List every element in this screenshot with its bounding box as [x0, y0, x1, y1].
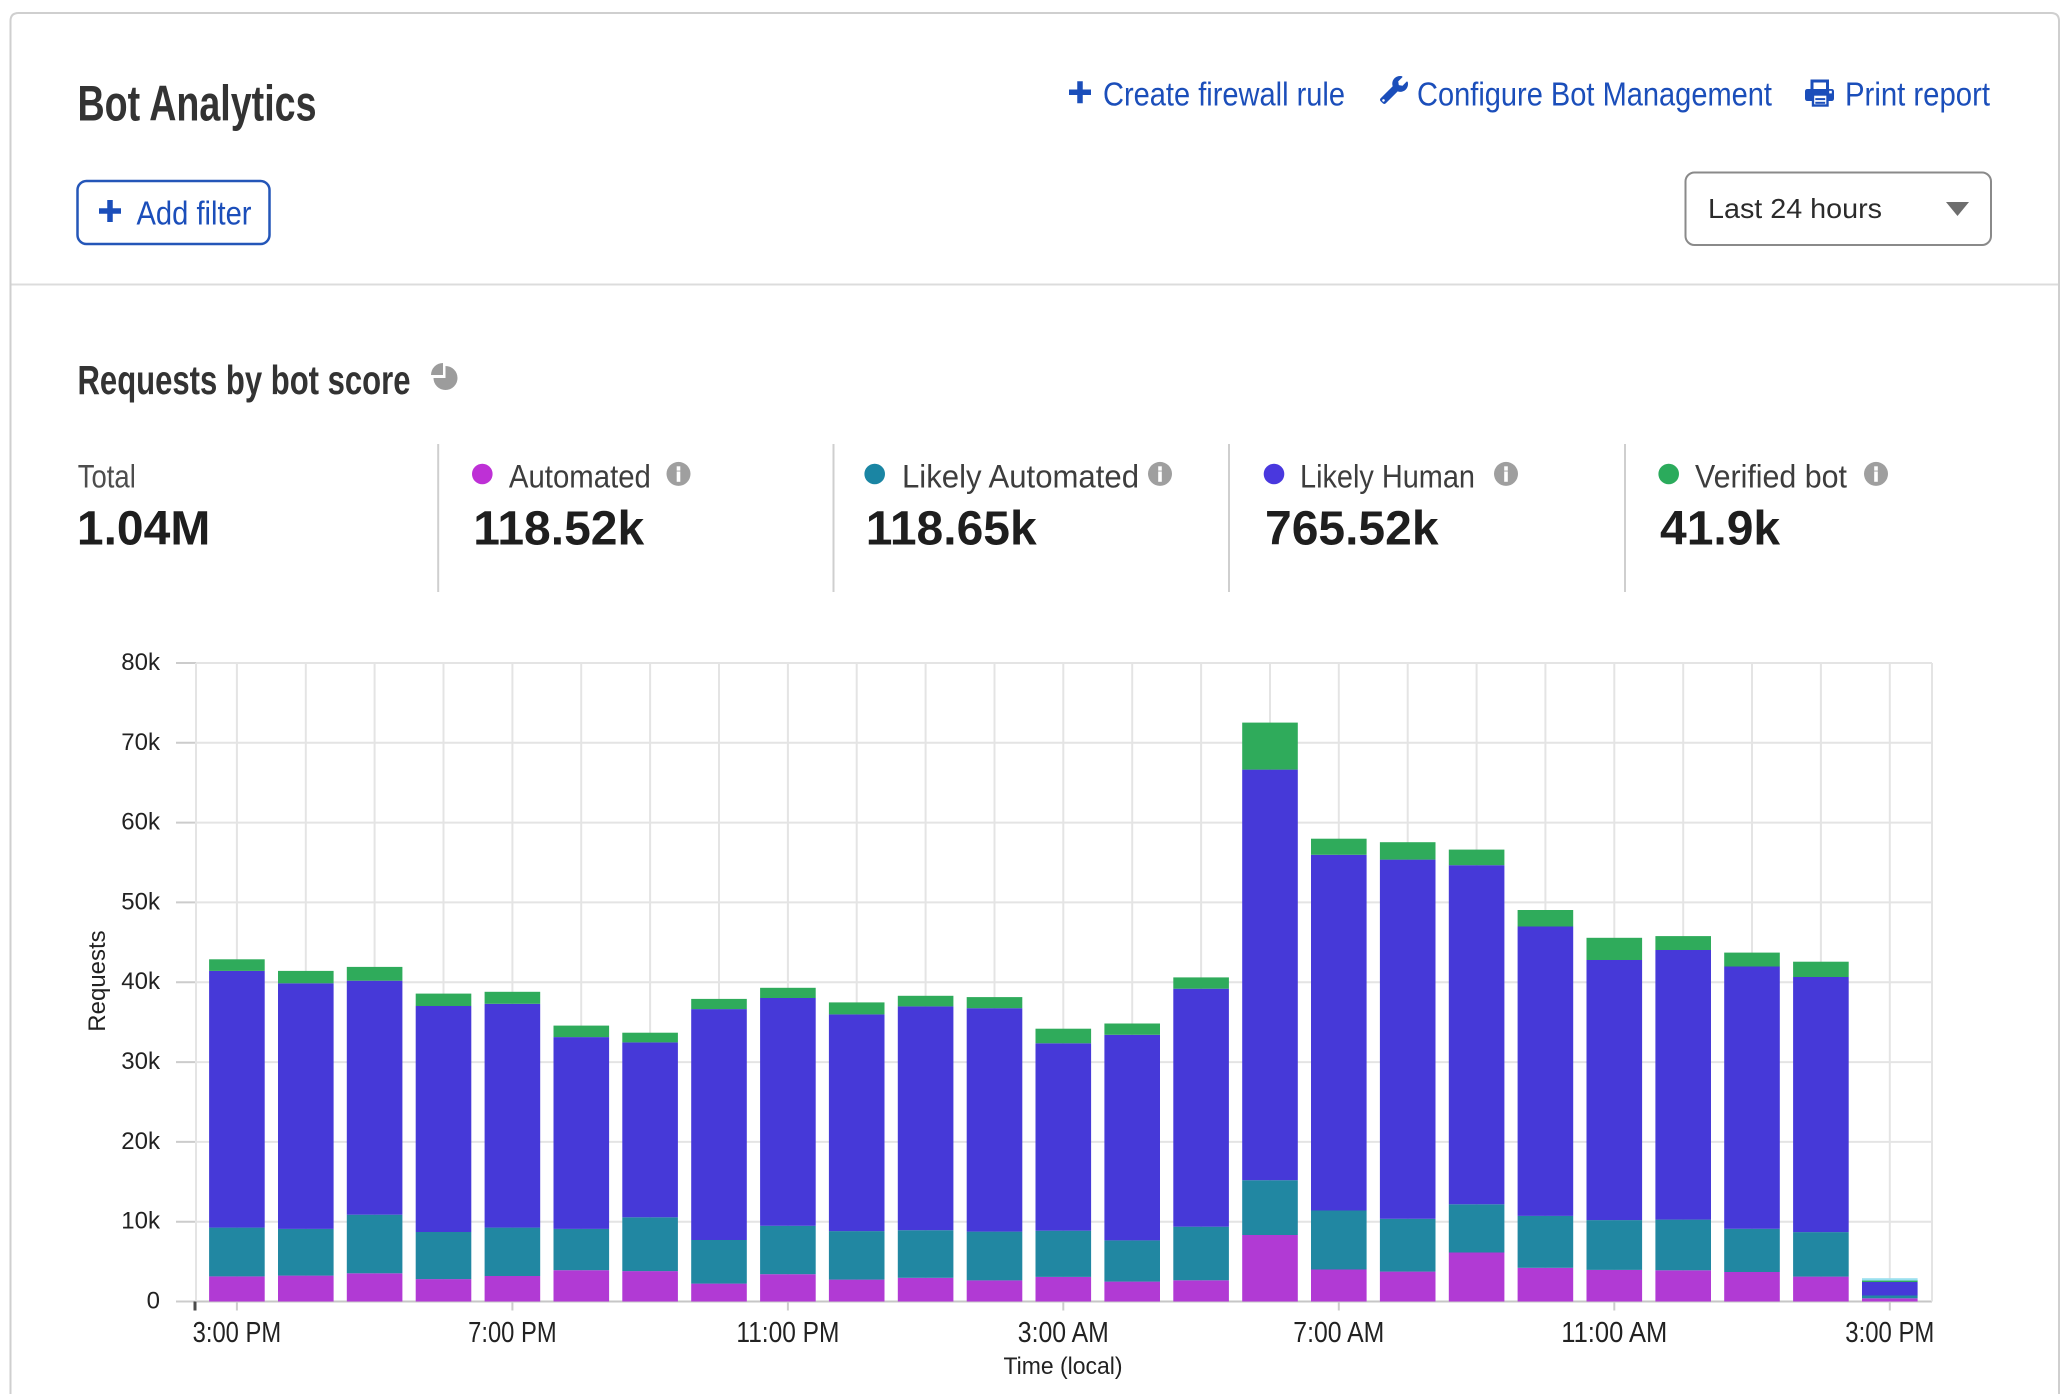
svg-text:20k: 20k: [121, 1128, 161, 1155]
svg-text:11:00 AM: 11:00 AM: [1561, 1317, 1667, 1349]
svg-text:Likely Human: Likely Human: [1300, 459, 1475, 495]
svg-text:Automated: Automated: [509, 459, 651, 495]
svg-text:41.9k: 41.9k: [1660, 502, 1780, 555]
svg-text:0: 0: [147, 1288, 160, 1315]
svg-text:11:00 PM: 11:00 PM: [736, 1317, 839, 1349]
svg-text:118.52k: 118.52k: [473, 502, 644, 555]
svg-text:50k: 50k: [121, 888, 161, 915]
svg-text:10k: 10k: [121, 1208, 161, 1235]
svg-text:7:00 PM: 7:00 PM: [468, 1317, 557, 1349]
svg-text:Configure Bot Management: Configure Bot Management: [1417, 76, 1772, 113]
svg-text:Print report: Print report: [1845, 76, 1990, 113]
svg-text:30k: 30k: [121, 1048, 161, 1075]
svg-text:Total: Total: [78, 459, 136, 495]
svg-text:Time (local): Time (local): [1004, 1353, 1123, 1380]
svg-text:70k: 70k: [121, 729, 161, 756]
svg-text:Add filter: Add filter: [137, 195, 252, 232]
svg-text:40k: 40k: [121, 968, 161, 995]
svg-text:Requests by bot score: Requests by bot score: [78, 357, 411, 403]
svg-text:3:00 PM: 3:00 PM: [193, 1317, 282, 1349]
svg-text:Bot Analytics: Bot Analytics: [78, 75, 317, 131]
svg-text:3:00 AM: 3:00 AM: [1018, 1317, 1109, 1349]
svg-text:Verified bot: Verified bot: [1695, 459, 1847, 495]
svg-text:Last 24 hours: Last 24 hours: [1708, 193, 1882, 224]
svg-text:1.04M: 1.04M: [77, 502, 210, 555]
svg-text:118.65k: 118.65k: [866, 502, 1037, 555]
svg-text:Create firewall rule: Create firewall rule: [1103, 76, 1345, 113]
svg-text:Requests: Requests: [84, 930, 111, 1031]
svg-text:7:00 AM: 7:00 AM: [1293, 1317, 1384, 1349]
svg-text:765.52k: 765.52k: [1265, 502, 1439, 555]
svg-text:60k: 60k: [121, 809, 161, 836]
svg-text:80k: 80k: [121, 649, 161, 676]
svg-text:Likely Automated: Likely Automated: [902, 459, 1139, 495]
svg-text:3:00 PM: 3:00 PM: [1845, 1317, 1934, 1349]
